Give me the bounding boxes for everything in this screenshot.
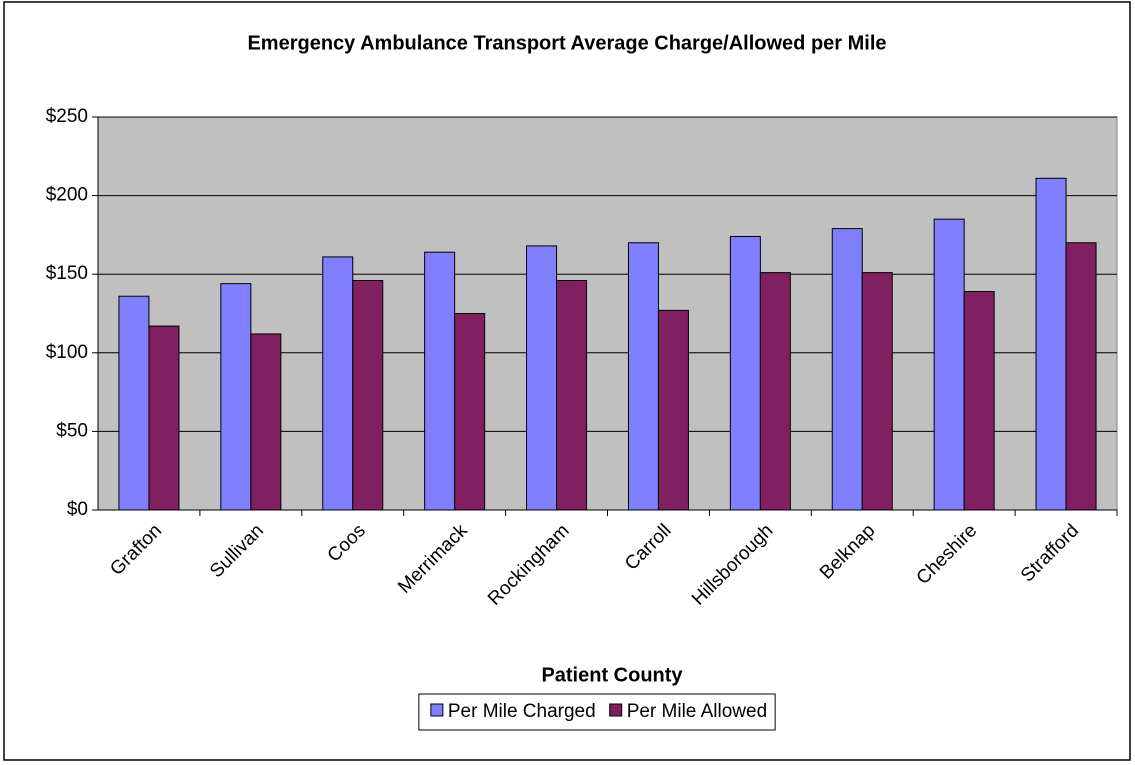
bar	[1065, 242, 1097, 511]
bar	[220, 283, 252, 511]
bar	[831, 228, 863, 511]
legend-label: Per Mile Allowed	[627, 701, 767, 722]
x-axis-title: Patient County	[541, 664, 683, 686]
legend-swatch	[609, 703, 623, 717]
y-tick-label: $50	[56, 420, 88, 441]
bar	[250, 333, 282, 511]
bar	[729, 235, 761, 511]
legend-swatch	[430, 703, 444, 717]
bar	[861, 272, 893, 511]
legend-label: Per Mile Charged	[448, 701, 596, 722]
bar	[657, 309, 689, 511]
y-tick-label: $100	[46, 342, 88, 363]
bar	[352, 279, 384, 511]
bar	[627, 242, 659, 511]
chart-title: Emergency Ambulance Transport Average Ch…	[247, 32, 886, 54]
bar	[526, 245, 558, 511]
y-tick-label: $200	[46, 185, 88, 206]
bar	[556, 279, 588, 511]
bar	[933, 218, 965, 511]
bar	[454, 313, 486, 511]
legend-box	[418, 693, 776, 731]
bar	[963, 290, 995, 511]
y-tick-label: $250	[46, 106, 88, 127]
bar	[1035, 177, 1067, 511]
bar	[424, 251, 456, 511]
y-tick-label: $150	[46, 263, 88, 284]
bar	[322, 256, 354, 511]
bar	[118, 295, 150, 511]
bar	[148, 325, 180, 511]
y-tick-label: $0	[67, 499, 88, 520]
bar	[759, 272, 791, 511]
